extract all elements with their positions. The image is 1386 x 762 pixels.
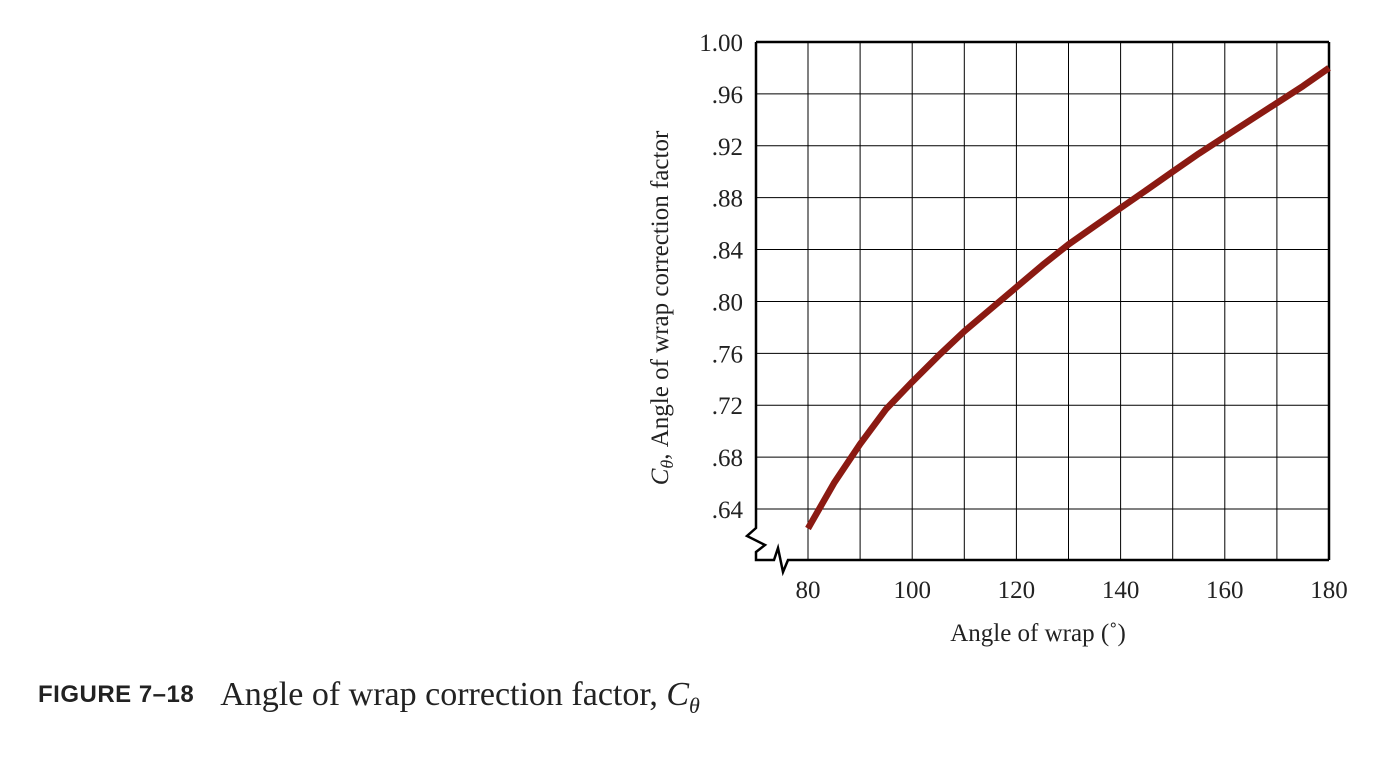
axis-break-left-bottom <box>744 42 1329 577</box>
caption-symbol-subscript: θ <box>689 692 700 718</box>
y-tick-label: .72 <box>712 393 743 420</box>
x-tick-label: 80 <box>796 577 821 604</box>
y-tick-label: .80 <box>712 289 743 316</box>
chart: 80 100 120 140 160 180 .64 .68 .72 .76 .80 .84 .88 .9… <box>647 30 1348 647</box>
series-group <box>805 65 1331 531</box>
y-tick-label: .68 <box>712 445 743 472</box>
x-tick-label: 160 <box>1206 577 1244 604</box>
x-tick-label: 100 <box>893 577 931 604</box>
grid <box>756 42 1329 560</box>
y-tick-label: .88 <box>712 186 743 213</box>
tick-labels: 80 100 120 140 160 180 .64 .68 .72 .76 .80 .84 .88 .9… <box>699 30 1348 604</box>
y-tick-label: 1.00 <box>699 30 743 57</box>
series-line <box>805 65 1331 531</box>
y-tick-label: .84 <box>712 238 744 265</box>
y-axis-title-text: , Angle of wrap correction factor <box>647 130 674 460</box>
caption-symbol: C <box>666 676 690 713</box>
y-axis-title: Cθ, Angle of wrap correction factor <box>647 130 677 485</box>
x-axis-title: Angle of wrap (˚) <box>950 620 1126 647</box>
y-tick-label: .96 <box>712 82 743 109</box>
y-tick-label: .64 <box>712 497 744 524</box>
y-tick-label: .76 <box>712 341 743 368</box>
plot-frame <box>744 40 1331 577</box>
caption-text: Angle of wrap correction factor, <box>220 676 667 713</box>
x-tick-label: 180 <box>1310 577 1348 604</box>
y-tick-label: .92 <box>712 134 743 161</box>
figure-label: FIGURE 7–18 <box>38 681 195 708</box>
y-axis-title-subscript: θ <box>657 460 677 469</box>
figure-caption: FIGURE 7–18 Angle of wrap correction fact… <box>38 676 700 719</box>
x-tick-label: 140 <box>1102 577 1140 604</box>
x-tick-label: 120 <box>998 577 1036 604</box>
y-axis-title-symbol: C <box>647 468 674 485</box>
